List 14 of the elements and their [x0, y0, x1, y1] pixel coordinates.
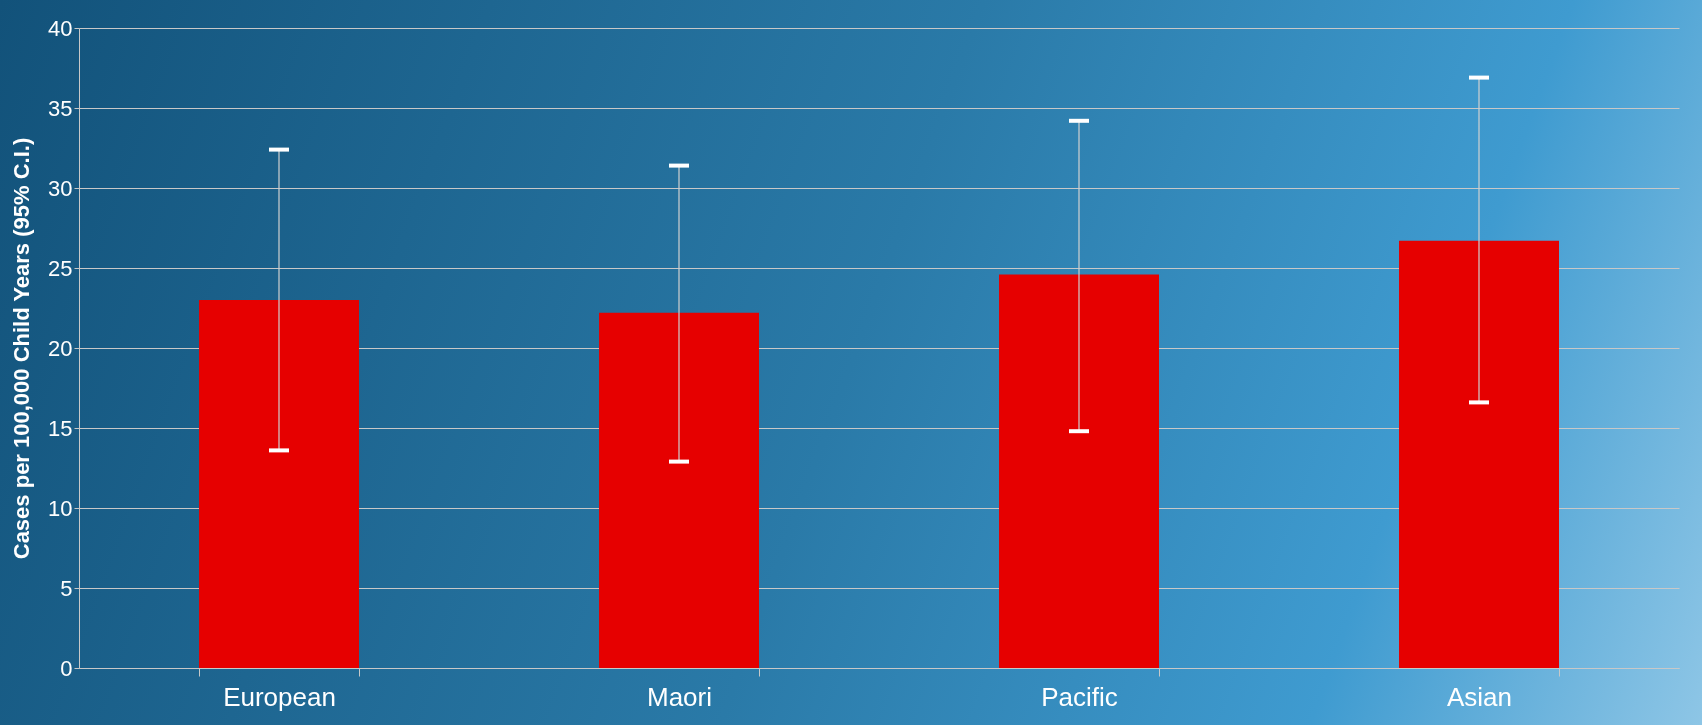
x-tick-label: Pacific	[1041, 681, 1118, 712]
y-tick-label: 30	[48, 175, 73, 201]
x-tick-label: Maori	[646, 681, 713, 712]
y-tick-label: 40	[48, 15, 73, 41]
y-tick-label: 5	[60, 575, 73, 601]
y-tick-label: 35	[48, 95, 73, 121]
y-axis-title: Cases per 100,000 Child Years (95% C.I.)	[9, 137, 35, 560]
x-tick-label: Asian	[1446, 681, 1513, 712]
y-tick-label: 10	[48, 495, 73, 521]
y-tick-label: 20	[48, 335, 73, 361]
y-tick-label: 0	[60, 655, 73, 681]
x-tick-label: European	[223, 681, 336, 712]
y-tick-label: 15	[48, 415, 73, 441]
y-tick-label: 25	[48, 255, 73, 281]
